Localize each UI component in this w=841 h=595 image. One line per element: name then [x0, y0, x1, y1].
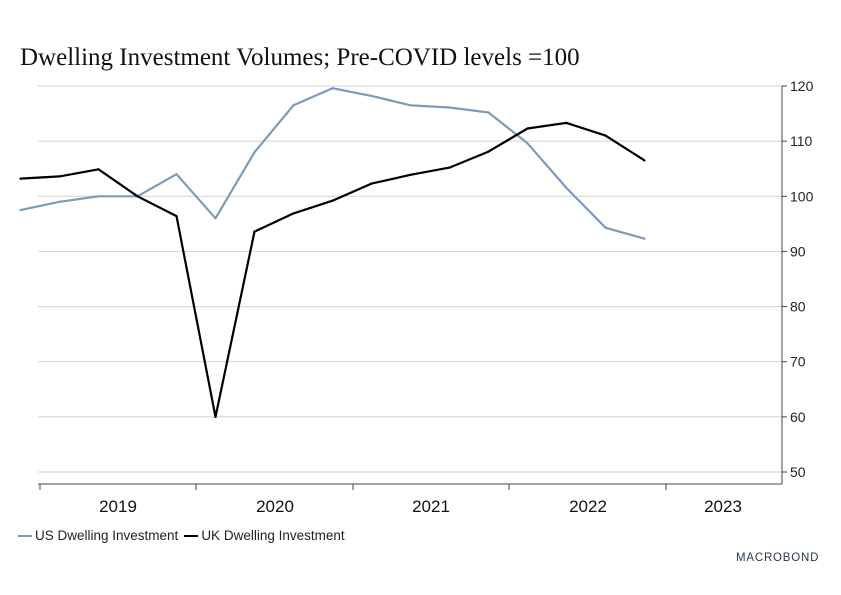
legend-item-us: US Dwelling Investment [18, 528, 178, 543]
y-tick-label: 110 [790, 133, 813, 149]
x-tick-label: 2022 [569, 497, 607, 516]
data-point [604, 226, 607, 229]
series-lines [19, 87, 646, 418]
data-point [97, 168, 100, 171]
data-point [19, 177, 22, 180]
y-tick-label: 120 [790, 78, 814, 94]
data-point [331, 199, 334, 202]
data-point [604, 134, 607, 137]
data-point [487, 111, 490, 114]
data-point [370, 182, 373, 185]
legend-label-uk: UK Dwelling Investment [201, 528, 345, 543]
data-point [292, 104, 295, 107]
legend-label-us: US Dwelling Investment [35, 528, 179, 543]
y-tick-label: 60 [790, 409, 806, 425]
y-tick-label: 50 [790, 464, 806, 480]
legend-swatch-uk [184, 534, 199, 537]
uk-dwelling-investment-line [20, 121, 646, 418]
data-point [448, 166, 451, 169]
data-point [58, 200, 61, 203]
data-point [448, 106, 451, 109]
data-point [409, 173, 412, 176]
grid-lines [38, 85, 782, 473]
chart-title: Dwelling Investment Volumes; Pre-COVID l… [20, 44, 580, 71]
legend-swatch-us [18, 534, 32, 537]
data-point [565, 186, 568, 190]
data-point [370, 94, 373, 98]
data-point [487, 150, 490, 153]
y-tick-label: 100 [790, 188, 814, 204]
data-point [58, 175, 61, 178]
y-tick-label: 90 [790, 243, 806, 259]
legend: US Dwelling Investment UK Dwelling Inves… [18, 528, 351, 543]
us-dwelling-investment-line [20, 87, 645, 240]
x-tick-label: 2019 [99, 497, 137, 516]
macrobond-logo: MACROBOND [736, 552, 820, 564]
data-point [19, 208, 22, 212]
data-point [292, 212, 295, 215]
y-tick-label: 70 [790, 354, 806, 370]
data-point [253, 230, 256, 233]
x-axis-labels: 2019 2020 2021 2022 2023 [99, 497, 742, 516]
data-point [331, 87, 334, 90]
data-point [214, 217, 217, 220]
data-point [526, 127, 529, 130]
data-point [409, 104, 412, 107]
data-point [136, 195, 139, 198]
x-tick-label: 2023 [704, 497, 742, 516]
data-point [175, 173, 178, 176]
data-point [643, 159, 646, 162]
y-tick-label: 80 [790, 299, 806, 315]
data-point [643, 237, 646, 240]
data-point [526, 142, 529, 145]
data-point [565, 121, 568, 125]
data-point [97, 195, 100, 198]
legend-item-uk: UK Dwelling Investment [184, 528, 345, 543]
data-point [214, 415, 217, 418]
x-tick-label: 2021 [412, 497, 450, 516]
axes [38, 86, 783, 490]
data-point [253, 151, 256, 154]
y-axis-ticks: 50 60 70 80 90 100 110 120 [782, 78, 814, 480]
data-point [175, 215, 178, 218]
x-tick-label: 2020 [256, 497, 294, 516]
